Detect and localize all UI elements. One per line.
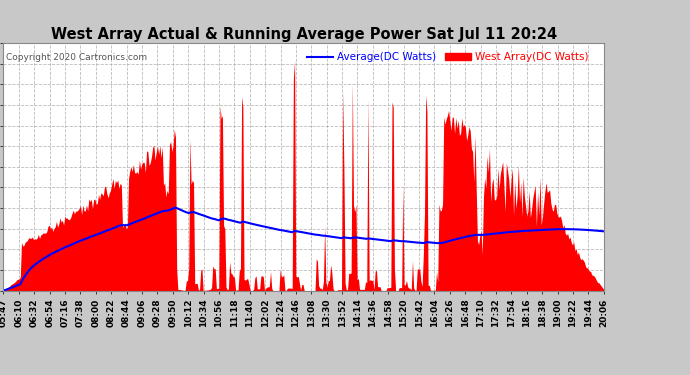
Legend: Average(DC Watts), West Array(DC Watts): Average(DC Watts), West Array(DC Watts) bbox=[303, 48, 593, 67]
Title: West Array Actual & Running Average Power Sat Jul 11 20:24: West Array Actual & Running Average Powe… bbox=[50, 27, 557, 42]
Text: Copyright 2020 Cartronics.com: Copyright 2020 Cartronics.com bbox=[6, 53, 148, 62]
